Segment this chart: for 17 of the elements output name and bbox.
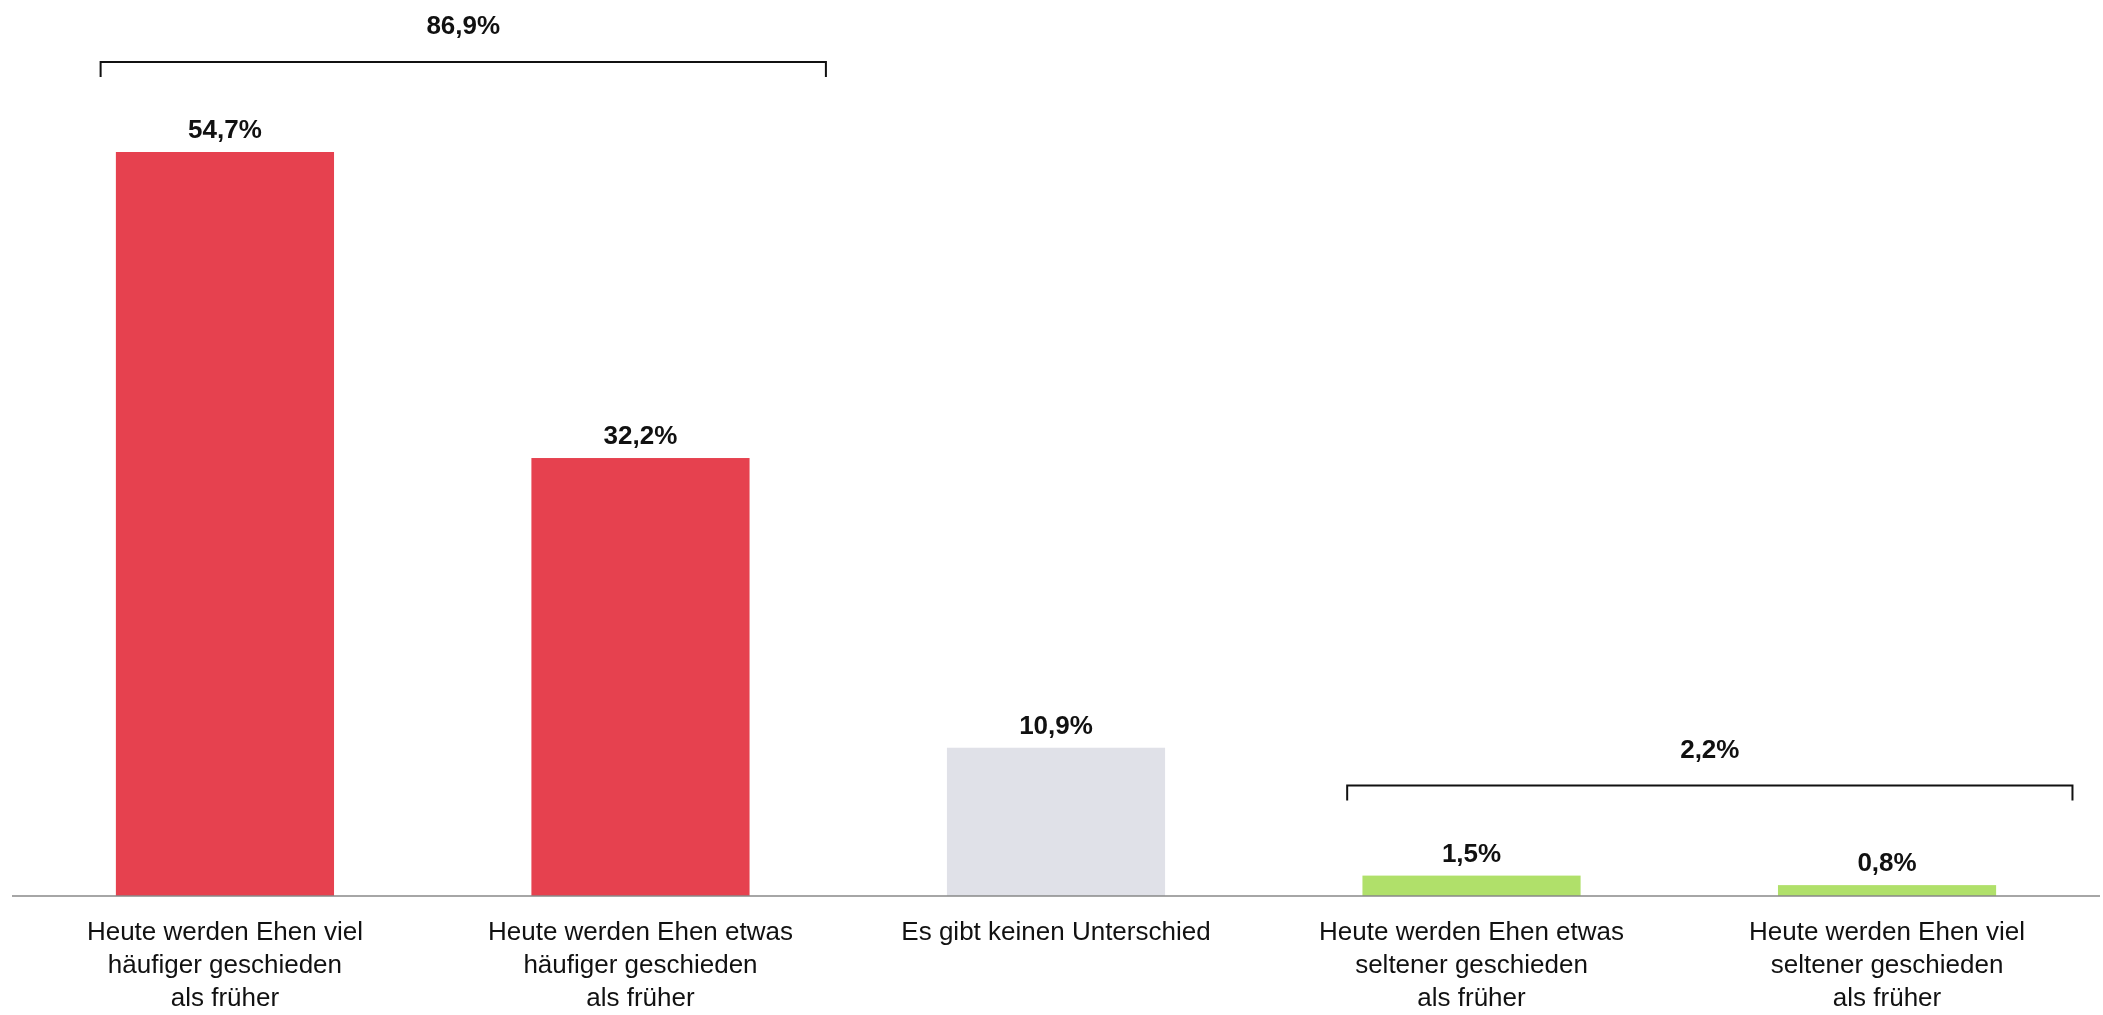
x-tick-label: Heute werden Ehen etwas häufiger geschieden als früher [487,916,793,1012]
data-label: 0,8% [1857,847,1917,878]
bar [946,747,1166,896]
data-label: 54,7% [188,114,262,144]
data-label: 10,9% [1019,709,1093,740]
x-tick-label: Es gibt keinen Unterschied [901,916,1211,946]
data-label: 32,2% [603,420,678,451]
x-tick-label: Heute werden Ehen viel seltener geschieden als früher [1749,916,2026,1012]
text: 86,9% [426,10,501,40]
annotation: 2,2% [1680,733,1740,764]
data-label: 1,5% [1441,837,1502,868]
bar [1362,875,1581,896]
x-tick-label: Heute werden Ehen etwas seltener geschieden als früher [1319,916,1625,1012]
x-tick-label: Heute werden Ehen viel häufiger geschieden als früher [86,916,363,1012]
bar [1777,885,1997,896]
bar [531,458,750,896]
bar [115,152,335,896]
